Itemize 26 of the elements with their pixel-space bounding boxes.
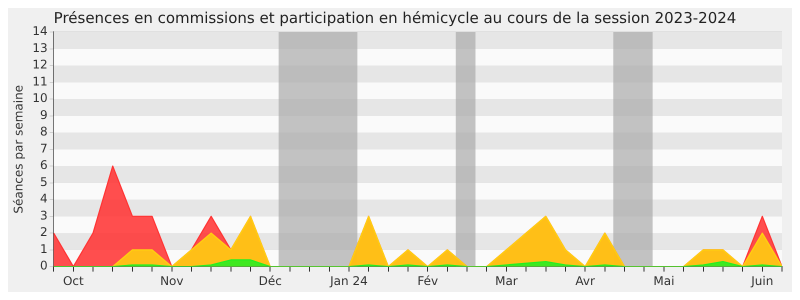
x-tick-label: Mar xyxy=(495,274,518,288)
y-tick-label: 10 xyxy=(32,91,48,106)
x-tick-label: Jan 24 xyxy=(329,274,368,288)
y-tick-label: 13 xyxy=(32,40,48,55)
x-tick-label: Fév xyxy=(417,274,438,288)
x-tick-label: Déc xyxy=(258,274,282,288)
y-tick-label: 11 xyxy=(32,74,48,88)
y-tick-label: 6 xyxy=(40,158,48,172)
y-tick-label: 3 xyxy=(40,208,48,222)
y-tick-label: 7 xyxy=(40,141,48,156)
y-tick-label: 14 xyxy=(32,24,48,38)
x-tick-label: Nov xyxy=(160,274,184,288)
y-tick-label: 2 xyxy=(40,225,48,240)
x-tick-label: Juin xyxy=(750,274,774,288)
chart-title: Présences en commissions et participation en hémicycle au cours de la session 2023-2024 xyxy=(54,8,736,27)
y-tick-label: 4 xyxy=(40,192,48,206)
y-axis-title: Séances par semaine xyxy=(11,84,26,214)
x-tick-label: Oct xyxy=(62,274,84,288)
y-tick-label: 5 xyxy=(40,174,48,189)
x-tick-label: Mai xyxy=(653,274,674,288)
y-tick-label: 1 xyxy=(40,242,48,256)
y-tick-label: 9 xyxy=(40,108,48,122)
y-tick-label: 0 xyxy=(40,258,48,273)
y-tick-label: 12 xyxy=(32,58,48,72)
y-tick-label: 8 xyxy=(40,124,48,139)
x-tick-label: Avr xyxy=(575,274,595,288)
